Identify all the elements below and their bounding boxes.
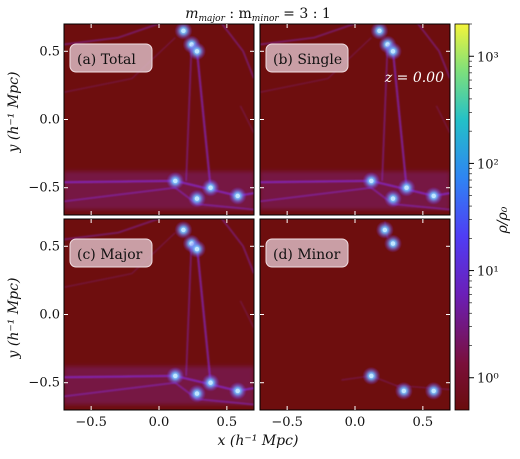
panel-minor: −0.5 0.0 0.5 (d) Minor xyxy=(259,218,451,430)
halo-core xyxy=(377,28,382,34)
filament xyxy=(435,105,450,134)
filament xyxy=(260,24,357,46)
filament xyxy=(185,44,193,181)
y-tick-label: −0.5 xyxy=(28,181,60,196)
panel-label: (b) Single xyxy=(265,43,349,73)
x-tick-label: −0.5 xyxy=(271,415,303,430)
colorbar-tick-label: 10³ xyxy=(477,50,499,65)
halo-core xyxy=(235,193,240,199)
filament xyxy=(196,51,212,188)
halo-core xyxy=(181,28,186,34)
halo-core xyxy=(390,49,396,54)
redshift-label: z = 0.00 xyxy=(384,70,444,86)
figure-title: mmajor : mminor = 3 : 1 xyxy=(185,6,331,24)
x-axis-label: x (h⁻¹ Mpc) xyxy=(218,433,299,449)
halo-core xyxy=(194,49,200,54)
x-tick-label: 0.0 xyxy=(149,415,170,430)
halo-core xyxy=(208,185,213,190)
panel-label-text: (a) Total xyxy=(77,52,136,68)
filament xyxy=(221,219,254,274)
filament xyxy=(64,24,161,46)
filament xyxy=(64,381,254,406)
halo-core xyxy=(431,388,436,394)
halo-core xyxy=(390,196,396,201)
panel-single: (b) Single xyxy=(259,23,451,216)
panel-label: (d) Minor xyxy=(265,238,349,268)
x-tick-label: −0.5 xyxy=(75,415,107,430)
y-tick-label: 0.0 xyxy=(39,113,60,128)
x-tick-label: 0.0 xyxy=(345,415,366,430)
halo-core xyxy=(369,178,374,184)
y-axis-label-bottom: y (h⁻¹ Mpc) xyxy=(6,278,22,360)
x-tick-label: 0.5 xyxy=(413,415,434,430)
colorbar-tick-label: 10² xyxy=(477,157,499,172)
filament xyxy=(341,375,450,391)
filament xyxy=(221,24,254,79)
halo-core xyxy=(431,193,436,199)
panel-label: (c) Major xyxy=(69,238,153,268)
panel-label-text: (d) Minor xyxy=(273,247,341,263)
halo-core xyxy=(390,241,396,246)
y-axis-label-top: y (h⁻¹ Mpc) xyxy=(6,72,22,154)
filament xyxy=(417,24,450,79)
colorbar-label: ρ/ρ₀ xyxy=(495,206,511,234)
halo-core xyxy=(382,227,388,233)
colorbar xyxy=(454,23,470,411)
colorbar-tick-label: 10⁰ xyxy=(477,372,499,387)
halo-core xyxy=(181,227,186,233)
filament xyxy=(64,232,176,288)
panel-label-text: (c) Major xyxy=(77,247,143,263)
filament xyxy=(392,51,408,188)
halo-core xyxy=(208,380,213,385)
x-tick-label: 0.5 xyxy=(217,415,238,430)
y-tick-label: 0.5 xyxy=(39,44,60,59)
y-tick-label: −0.5 xyxy=(28,376,60,391)
panel-label: (a) Total xyxy=(69,43,153,73)
filament xyxy=(64,219,161,241)
y-tick-label: 0.5 xyxy=(39,239,60,254)
halo-core xyxy=(369,373,374,379)
filament xyxy=(239,300,254,329)
panel-label-text: (b) Single xyxy=(273,52,342,68)
y-tick-label: 0.0 xyxy=(39,308,60,323)
filament xyxy=(260,186,450,211)
filament xyxy=(185,239,193,376)
halo-core xyxy=(235,388,240,394)
halo-core xyxy=(194,391,200,396)
filament xyxy=(260,37,372,93)
halo-core xyxy=(401,388,407,394)
filament xyxy=(64,186,254,211)
halo-core xyxy=(404,185,409,190)
halo-core xyxy=(173,373,178,379)
filament xyxy=(381,44,389,181)
filament xyxy=(239,105,254,134)
panel-major: −0.5 0.0 0.5 −0.5 0.0 0.5 (c) Major xyxy=(28,218,255,430)
colorbar-tick-label: 10¹ xyxy=(477,265,499,280)
filament xyxy=(64,37,176,93)
filament xyxy=(196,246,212,383)
halo-core xyxy=(173,178,178,184)
halo-core xyxy=(194,246,200,252)
halo-core xyxy=(194,196,200,201)
panel-total: −0.5 0.0 0.5 (a) Total xyxy=(28,23,255,216)
